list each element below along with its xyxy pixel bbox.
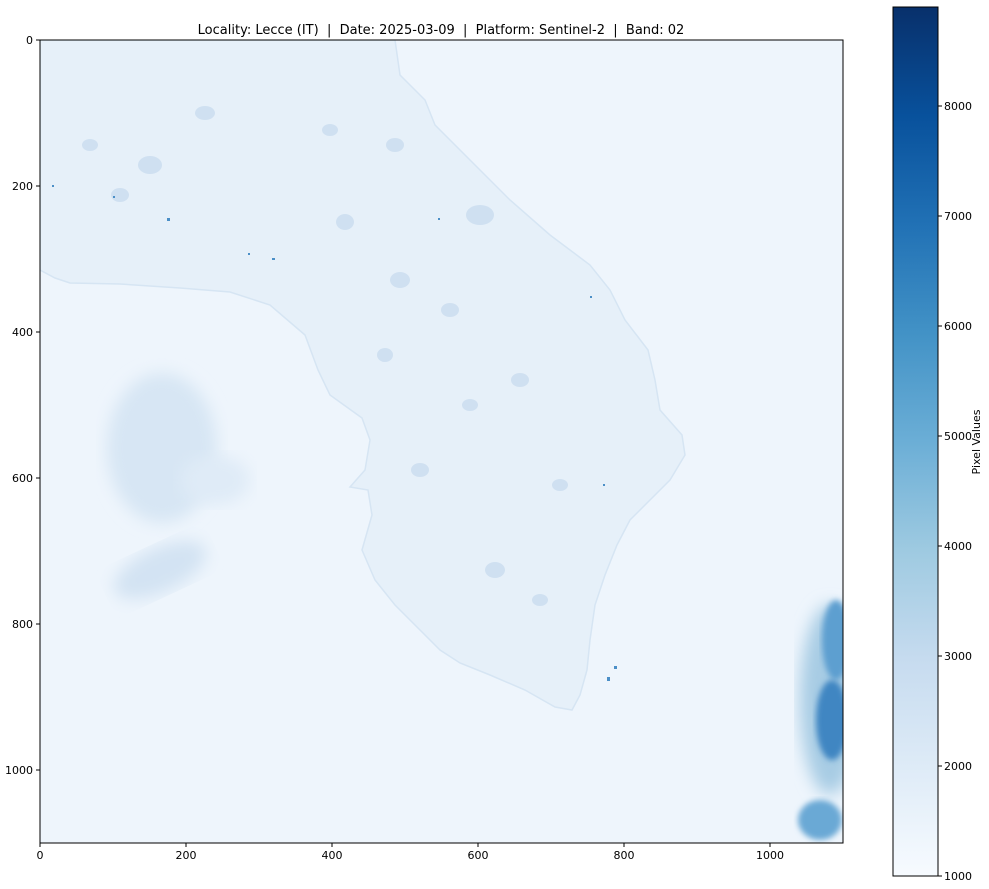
colorbar-tick-label: 5000 <box>944 430 972 443</box>
x-tick-label: 200 <box>176 849 197 862</box>
cloud-edge <box>816 680 843 760</box>
colorbar-axis: 1000 2000 3000 4000 5000 6000 7000 8000 <box>938 100 972 883</box>
heatmap-image <box>40 40 843 843</box>
colorbar-tick-label: 3000 <box>944 650 972 663</box>
x-tick-label: 1000 <box>756 849 784 862</box>
y-tick-label: 600 <box>12 472 33 485</box>
y-tick-label: 400 <box>12 326 33 339</box>
x-tick-label: 600 <box>468 849 489 862</box>
colorbar <box>892 6 939 877</box>
y-tick-label: 1000 <box>5 764 33 777</box>
x-tick-label: 0 <box>37 849 44 862</box>
colorbar-label: Pixel Values <box>970 409 983 474</box>
colorbar-tick-label: 4000 <box>944 540 972 553</box>
chart-title: Locality: Lecce (IT) | Date: 2025-03-09 … <box>198 23 685 38</box>
colorbar-tick-label: 8000 <box>944 100 972 113</box>
town-spots <box>82 106 568 606</box>
colorbar-tick-label: 6000 <box>944 320 972 333</box>
colorbar-tick-label: 7000 <box>944 210 972 223</box>
colorbar-tick-label: 1000 <box>944 870 972 883</box>
cloud-edge <box>798 800 842 840</box>
y-tick-label: 200 <box>12 180 33 193</box>
y-axis: 0 200 400 600 800 1000 <box>5 34 40 777</box>
y-tick-label: 800 <box>12 618 33 631</box>
cloud-edge <box>822 600 843 680</box>
plot-area-frame <box>39 39 844 844</box>
cloud-patch <box>113 540 207 600</box>
bright-pixels <box>52 185 617 681</box>
land-mass <box>40 40 686 711</box>
x-tick-label: 800 <box>614 849 635 862</box>
x-tick-label: 400 <box>322 849 343 862</box>
cloud-patch <box>180 455 250 505</box>
x-axis: 0 200 400 600 800 1000 <box>37 843 784 862</box>
y-tick-label: 0 <box>26 34 33 47</box>
colorbar-tick-label: 2000 <box>944 760 972 773</box>
